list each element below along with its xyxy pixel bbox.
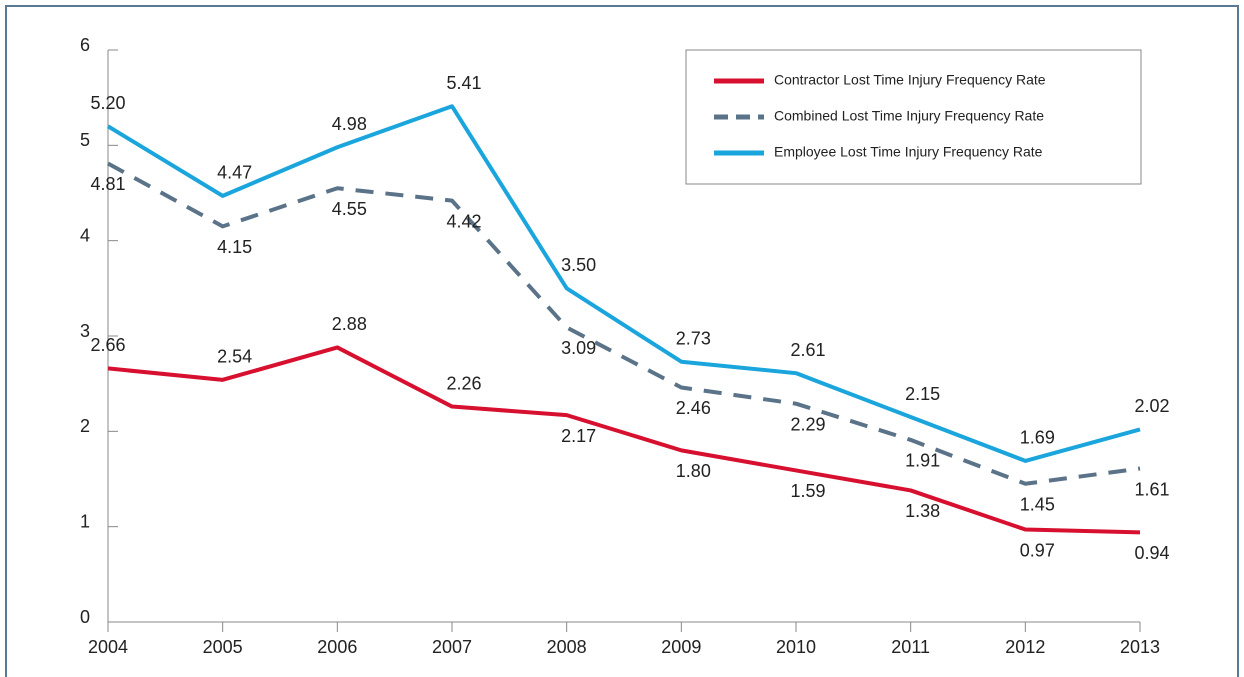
data-label: 2.88 bbox=[332, 314, 367, 334]
data-label: 3.09 bbox=[561, 338, 596, 358]
legend: Contractor Lost Time Injury Frequency Ra… bbox=[685, 49, 1142, 185]
data-label: 2.15 bbox=[905, 384, 940, 404]
data-label: 2.66 bbox=[90, 335, 125, 355]
data-label: 4.47 bbox=[217, 163, 252, 183]
data-label: 0.94 bbox=[1134, 543, 1169, 563]
data-label: 1.69 bbox=[1020, 428, 1055, 448]
x-tick-label: 2011 bbox=[891, 637, 930, 657]
data-label: 2.29 bbox=[790, 414, 825, 434]
x-tick-label: 2008 bbox=[547, 637, 587, 657]
data-label: 5.20 bbox=[90, 93, 125, 113]
data-label: 1.80 bbox=[676, 461, 711, 481]
x-tick-label: 2013 bbox=[1120, 637, 1160, 657]
series-line bbox=[107, 345, 1141, 535]
legend-label: Contractor Lost Time Injury Frequency Ra… bbox=[774, 72, 1046, 88]
series-line bbox=[106, 104, 1141, 463]
y-tick-label: 1 bbox=[80, 511, 90, 531]
data-label: 2.61 bbox=[790, 340, 825, 360]
y-tick-label: 0 bbox=[80, 607, 90, 627]
x-tick-label: 2005 bbox=[203, 637, 243, 657]
y-tick-label: 3 bbox=[80, 321, 90, 341]
x-tick-label: 2009 bbox=[661, 637, 701, 657]
data-label: 1.91 bbox=[905, 451, 940, 471]
y-tick-label: 6 bbox=[80, 35, 90, 55]
legend-label: Employee Lost Time Injury Frequency Rate bbox=[774, 144, 1043, 160]
data-label: 1.45 bbox=[1020, 495, 1055, 515]
data-label: 2.02 bbox=[1134, 396, 1169, 416]
legend-label: Combined Lost Time Injury Frequency Rate bbox=[774, 108, 1044, 124]
y-tick-label: 4 bbox=[80, 225, 90, 245]
data-label: 5.41 bbox=[446, 73, 481, 93]
data-label: 4.15 bbox=[217, 237, 252, 257]
x-tick-label: 2012 bbox=[1005, 637, 1045, 657]
data-label: 4.81 bbox=[90, 174, 125, 194]
data-label: 2.17 bbox=[561, 426, 596, 446]
x-tick-label: 2004 bbox=[88, 637, 128, 657]
data-label: 4.98 bbox=[332, 114, 367, 134]
data-label: 3.50 bbox=[561, 255, 596, 275]
data-label: 4.55 bbox=[332, 199, 367, 219]
x-tick-label: 2010 bbox=[776, 637, 816, 657]
frame bbox=[5, 5, 1239, 677]
data-label: 4.42 bbox=[446, 211, 481, 231]
y-tick-label: 2 bbox=[80, 416, 90, 436]
data-label: 2.54 bbox=[217, 347, 252, 367]
data-label: 2.73 bbox=[676, 328, 711, 348]
x-tick-label: 2006 bbox=[317, 637, 357, 657]
data-label: 1.59 bbox=[790, 481, 825, 501]
data-label: 1.61 bbox=[1134, 479, 1169, 499]
data-label: 2.26 bbox=[446, 373, 481, 393]
data-label: 0.97 bbox=[1020, 540, 1055, 560]
x-tick-label: 2007 bbox=[432, 637, 472, 657]
data-label: 2.46 bbox=[676, 398, 711, 418]
data-label: 1.38 bbox=[905, 501, 940, 521]
y-tick-label: 5 bbox=[80, 130, 90, 150]
series-line bbox=[107, 161, 1141, 486]
